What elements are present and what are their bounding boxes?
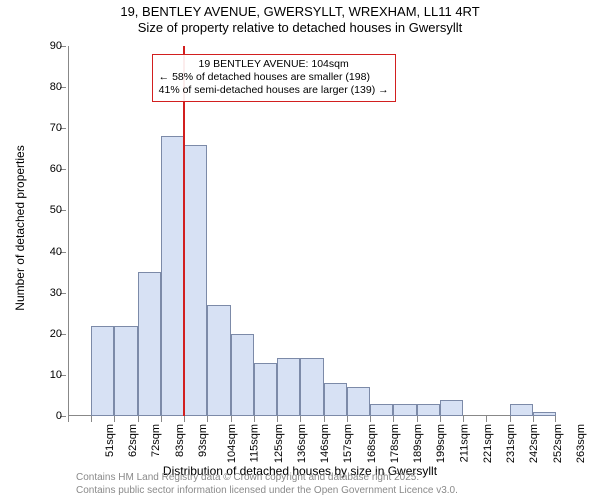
y-tick-label: 70	[0, 122, 62, 134]
x-tick	[393, 416, 394, 422]
x-tick	[114, 416, 115, 422]
x-tick-label: 115sqm	[249, 424, 261, 462]
x-tick	[254, 416, 255, 422]
x-tick-label: 231sqm	[505, 424, 517, 463]
histogram-bar	[370, 404, 393, 416]
histogram-bar	[231, 334, 254, 416]
histogram-bar	[393, 404, 416, 416]
x-tick	[347, 416, 348, 422]
histogram-bar	[324, 383, 347, 416]
x-tick	[277, 416, 278, 422]
y-tick-label: 0	[0, 410, 62, 422]
plot-area: 19 BENTLEY AVENUE: 104sqm← 58% of detach…	[68, 46, 556, 416]
x-tick	[510, 416, 511, 422]
x-tick	[207, 416, 208, 422]
x-tick-label: 104sqm	[226, 424, 238, 463]
x-tick	[161, 416, 162, 422]
x-tick	[463, 416, 464, 422]
x-tick-label: 168sqm	[366, 424, 378, 463]
x-tick-label: 263sqm	[575, 424, 587, 463]
histogram-bar	[254, 363, 277, 416]
x-tick-label: 199sqm	[435, 424, 447, 463]
y-tick-label: 90	[0, 40, 62, 52]
x-tick-label: 72sqm	[151, 424, 163, 457]
y-axis-line	[68, 46, 69, 416]
histogram-bar	[300, 358, 323, 416]
chart-container: 19, BENTLEY AVENUE, GWERSYLLT, WREXHAM, …	[0, 0, 600, 500]
x-tick-label: 221sqm	[482, 424, 494, 463]
x-tick	[486, 416, 487, 422]
annotation-line-2: ← 58% of detached houses are smaller (19…	[159, 71, 389, 84]
chart-title: 19, BENTLEY AVENUE, GWERSYLLT, WREXHAM, …	[0, 4, 600, 37]
x-tick	[184, 416, 185, 422]
x-tick	[533, 416, 534, 422]
x-tick-label: 252sqm	[552, 424, 564, 463]
x-tick-label: 93sqm	[197, 424, 209, 457]
y-tick-label: 60	[0, 163, 62, 175]
x-tick	[555, 416, 556, 422]
y-tick-label: 40	[0, 246, 62, 258]
annotation-line-1: 19 BENTLEY AVENUE: 104sqm	[159, 58, 389, 71]
x-tick	[138, 416, 139, 422]
y-tick-label: 10	[0, 369, 62, 381]
x-tick	[417, 416, 418, 422]
footer-line-2: Contains public sector information licen…	[76, 485, 458, 498]
y-tick-label: 50	[0, 204, 62, 216]
histogram-bar	[533, 412, 556, 416]
y-tick-label: 20	[0, 328, 62, 340]
x-tick-label: 242sqm	[528, 424, 540, 463]
title-line-2: Size of property relative to detached ho…	[0, 20, 600, 36]
x-tick-label: 211sqm	[458, 424, 470, 462]
annotation-box: 19 BENTLEY AVENUE: 104sqm← 58% of detach…	[152, 54, 396, 101]
histogram-bar	[184, 145, 207, 416]
x-tick	[91, 416, 92, 422]
histogram-bar	[161, 136, 184, 416]
histogram-bar	[347, 387, 370, 416]
y-tick-label: 30	[0, 287, 62, 299]
histogram-bar	[114, 326, 137, 416]
x-tick	[324, 416, 325, 422]
x-tick-label: 125sqm	[273, 424, 285, 463]
footer-line-1: Contains HM Land Registry data © Crown c…	[76, 472, 458, 485]
annotation-line-3: 41% of semi-detached houses are larger (…	[159, 84, 389, 97]
x-tick-label: 51sqm	[104, 424, 116, 457]
histogram-bar	[440, 400, 463, 416]
x-tick	[231, 416, 232, 422]
histogram-bar	[138, 272, 161, 416]
x-tick-label: 146sqm	[319, 424, 331, 463]
x-tick	[300, 416, 301, 422]
y-tick-label: 80	[0, 81, 62, 93]
x-tick-label: 189sqm	[412, 424, 424, 463]
histogram-bar	[207, 305, 230, 416]
x-tick	[440, 416, 441, 422]
histogram-bar	[91, 326, 114, 416]
x-tick-label: 136sqm	[296, 424, 308, 463]
x-tick-label: 157sqm	[343, 424, 355, 463]
x-tick	[370, 416, 371, 422]
x-tick-label: 83sqm	[174, 424, 186, 457]
histogram-bar	[417, 404, 440, 416]
title-line-1: 19, BENTLEY AVENUE, GWERSYLLT, WREXHAM, …	[0, 4, 600, 20]
x-tick-label: 178sqm	[389, 424, 401, 463]
x-tick	[68, 416, 69, 422]
attribution-footer: Contains HM Land Registry data © Crown c…	[76, 472, 458, 497]
histogram-bar	[510, 404, 533, 416]
x-tick-label: 62sqm	[127, 424, 139, 457]
histogram-bar	[277, 358, 300, 416]
